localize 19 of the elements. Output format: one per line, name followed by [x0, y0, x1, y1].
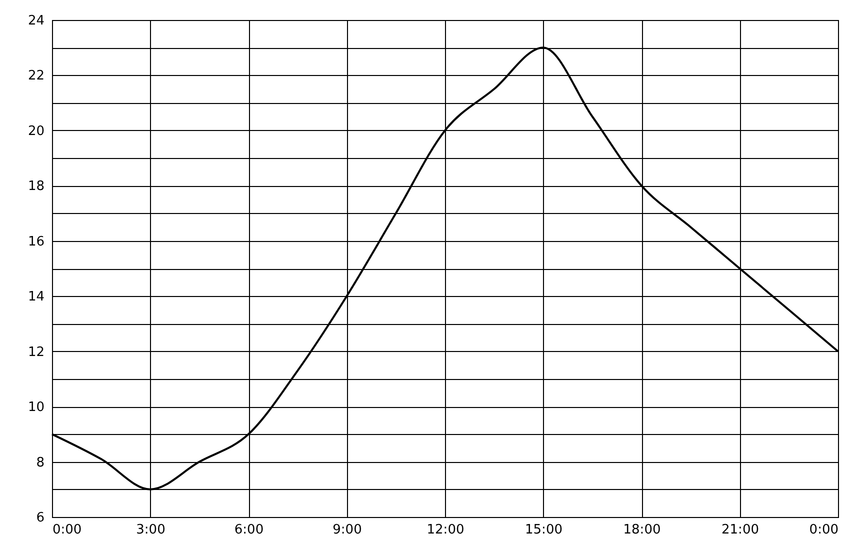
- y-tick-label: 10: [28, 400, 44, 416]
- x-tick-label: 0:00: [52, 522, 82, 538]
- y-tick-label: 20: [28, 124, 44, 139]
- x-tick-label: 18:00: [623, 522, 661, 538]
- y-tick-label: 22: [28, 68, 44, 84]
- y-tick-label: 8: [36, 455, 44, 470]
- y-tick-label: 14: [28, 290, 44, 305]
- y-tick-label: 12: [28, 344, 44, 360]
- x-tick-label: 15:00: [525, 522, 562, 538]
- x-tick-label: 0:00: [809, 522, 838, 538]
- x-tick-label: 12:00: [426, 522, 464, 538]
- x-tick-label: 21:00: [722, 522, 759, 538]
- y-tick-label: 16: [28, 234, 44, 250]
- y-tick-label: 6: [36, 510, 44, 526]
- y-tick-label: 18: [28, 179, 44, 194]
- y-tick-label: 24: [28, 14, 44, 28]
- x-tick-label: 9:00: [332, 522, 362, 538]
- x-tick-label: 6:00: [234, 522, 264, 538]
- x-tick-label: 3:00: [136, 522, 166, 538]
